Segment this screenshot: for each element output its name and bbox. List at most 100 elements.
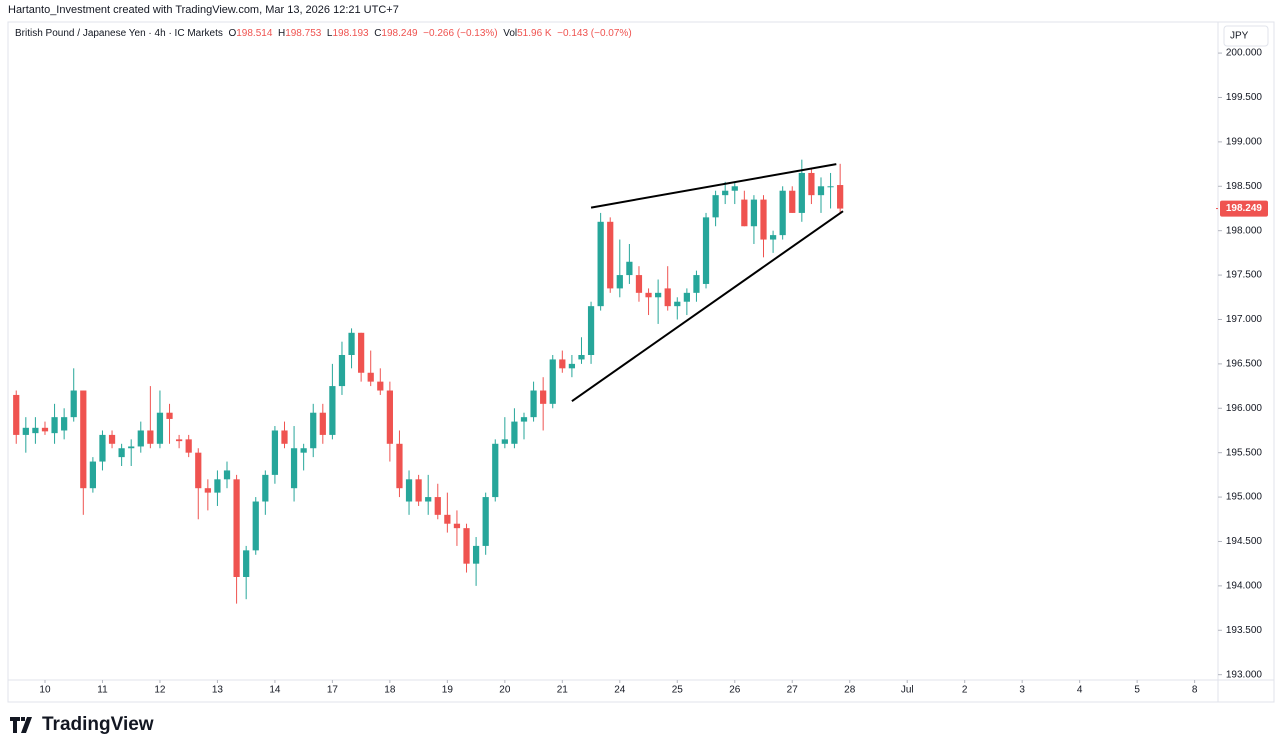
x-tick-label: 14 [269,685,281,696]
candle-body [760,199,767,240]
candle-body [472,545,480,564]
candle-body [549,359,556,404]
candle-body [693,275,700,293]
change: −0.266 (−0.13%) [423,28,498,39]
y-tick-label: 196.000 [1226,403,1263,414]
ohlc-value: 198.249 [381,28,418,39]
candle-body [319,412,326,435]
candle-body [271,430,279,475]
candle-body [559,359,566,369]
candle-body [808,172,815,196]
y-tick-label: 193.500 [1226,625,1263,636]
x-tick-label: 10 [39,685,51,696]
trendline [590,163,837,209]
candle-body [386,390,393,444]
volume-change: −0.143 (−0.07%) [557,28,632,39]
candle-body [51,417,58,434]
candle-body [750,199,758,227]
candle-body [607,221,614,289]
ohlc-value: 198.514 [236,28,273,39]
x-tick-label: 26 [729,685,741,696]
x-tick-label: 13 [212,685,224,696]
logo-text: TradingView [42,714,154,735]
candle-body [568,363,576,369]
candle-body [329,386,336,435]
currency[interactable]: JPY [1230,31,1249,42]
candle-body [712,195,719,218]
symbol-title: British Pound / Japanese Yen · 4h · IC M… [15,28,223,39]
candle-body [645,292,652,298]
candle-body [674,301,681,307]
candle-body [338,354,346,387]
candle-body [501,439,508,444]
candle-body [664,288,671,307]
candle-body [520,417,528,422]
candle-body [722,190,729,196]
candle-body [817,186,825,196]
y-tick-label: 193.000 [1226,669,1263,680]
candle-body [367,372,374,382]
candle-body [683,292,690,302]
candle-body [415,479,422,502]
x-tick-label: 28 [844,685,856,696]
ohlc-label: L [326,28,333,39]
candle-body [281,430,288,444]
candle-body [89,461,96,489]
candle-body [108,434,116,444]
candle-body [290,448,298,489]
candle-body [827,186,834,188]
x-tick-label: 5 [1134,685,1140,696]
candle-body [405,479,413,502]
x-tick-label: 2 [962,685,968,696]
x-tick-label: 12 [154,685,166,696]
y-tick-label: 197.000 [1226,314,1263,325]
candle-body [492,443,499,498]
ohlc-value: 198.753 [285,28,322,39]
y-tick-label: 199.500 [1226,92,1263,103]
candle-body [655,292,662,298]
candle-body [540,390,547,404]
candle-body [166,412,173,419]
y-tick-label: 194.000 [1226,581,1263,592]
candle-body [798,172,805,213]
candle-body [789,190,796,213]
ohlc-label: C [374,28,382,39]
candle-body [147,430,154,444]
candle-body [348,332,355,355]
candle-body [837,185,844,209]
candle-body [635,275,643,293]
candle-body [587,306,595,355]
y-tick-label: 200.000 [1226,48,1263,59]
y-tick-label: 197.500 [1226,270,1263,281]
candle-body [511,421,518,444]
candle-body [70,390,77,418]
candle-body [731,186,738,191]
candle-body [358,332,365,373]
candle-body [626,261,633,276]
candle-body [214,479,221,493]
ohlc-label: O [228,28,237,39]
candle-body [377,381,384,391]
candle-body [530,390,537,418]
candle-body [396,443,403,489]
y-tick-label: 196.500 [1226,359,1263,370]
candle-body [597,221,604,307]
candle-body [61,417,68,431]
candle-body [252,501,259,551]
candle-body [80,390,87,489]
candle-body [769,235,777,240]
candle-body [118,448,125,458]
candle-body [482,497,489,546]
candle-body [444,514,451,524]
x-tick-label: 8 [1192,685,1198,696]
x-tick-label: 4 [1077,685,1083,696]
candle-body [741,199,748,227]
y-tick-label: 199.000 [1226,137,1263,148]
frame [7,21,1275,703]
x-tick-label: 20 [499,685,511,696]
ohlc-label: H [277,28,286,39]
candle-body [32,427,39,434]
currency-box[interactable] [1223,25,1269,47]
